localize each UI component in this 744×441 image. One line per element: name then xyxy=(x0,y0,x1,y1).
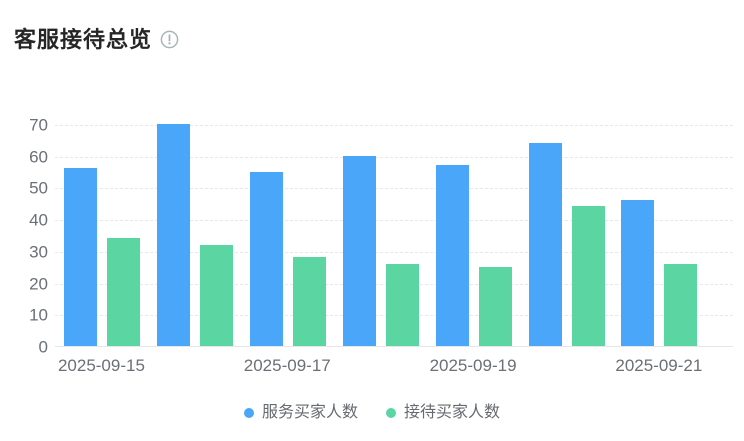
y-tick-label: 60 xyxy=(29,147,48,167)
y-tick-label: 10 xyxy=(29,305,48,325)
x-tick-label: 2025-09-19 xyxy=(429,356,517,375)
card-header: 客服接待总览 xyxy=(14,22,179,54)
bar-served-buyers-2025-09-18 xyxy=(342,155,376,346)
bar-served-buyers-2025-09-20 xyxy=(528,143,562,346)
y-tick-label: 30 xyxy=(29,242,48,262)
grid-line xyxy=(55,220,733,222)
bar-received-buyers-2025-09-15 xyxy=(107,238,140,346)
bar-served-buyers-2025-09-15 xyxy=(64,168,97,346)
legend-item-served-buyers[interactable]: 服务买家人数 xyxy=(243,404,358,421)
x-tick-label: 2025-09-15 xyxy=(57,356,145,375)
grid-line xyxy=(55,188,733,190)
legend-dot-received-buyers xyxy=(386,408,396,418)
bar-served-buyers-2025-09-17 xyxy=(249,171,283,346)
legend-item-received-buyers[interactable]: 接待买家人数 xyxy=(386,405,500,421)
chart-legend: 服务买家人数 接待买家人数 xyxy=(0,405,744,421)
legend-label-received-buyers: 接待买家人数 xyxy=(404,404,501,421)
y-tick-label: 40 xyxy=(29,210,48,230)
grid-line xyxy=(55,156,733,158)
info-circle-icon[interactable] xyxy=(160,30,179,49)
grid-line xyxy=(55,251,733,253)
y-tick-label: 70 xyxy=(29,115,48,135)
page-title: 客服接待总览 xyxy=(14,27,153,52)
grid-line xyxy=(55,125,733,126)
x-tick-label: 2025-09-17 xyxy=(243,356,331,375)
bar-received-buyers-2025-09-16 xyxy=(199,244,233,346)
bar-received-buyers-2025-09-18 xyxy=(385,263,419,346)
y-tick-label: 0 xyxy=(38,337,48,357)
bar-served-buyers-2025-09-21 xyxy=(621,200,655,346)
bar-served-buyers-2025-09-16 xyxy=(156,124,190,346)
plot-area xyxy=(55,124,733,347)
legend-dot-served-buyers xyxy=(243,408,254,418)
bar-received-buyers-2025-09-21 xyxy=(664,263,698,346)
bar-received-buyers-2025-09-17 xyxy=(292,257,326,346)
y-tick-label: 50 xyxy=(29,178,48,198)
y-tick-label: 20 xyxy=(29,274,48,294)
x-tick-label: 2025-09-21 xyxy=(615,356,703,375)
bar-received-buyers-2025-09-19 xyxy=(478,266,512,346)
bar-served-buyers-2025-09-19 xyxy=(435,165,469,346)
legend-label-served-buyers: 服务买家人数 xyxy=(261,404,358,421)
y-axis: 0 10 20 30 40 50 60 70 xyxy=(0,117,48,356)
bar-received-buyers-2025-09-20 xyxy=(571,206,605,346)
